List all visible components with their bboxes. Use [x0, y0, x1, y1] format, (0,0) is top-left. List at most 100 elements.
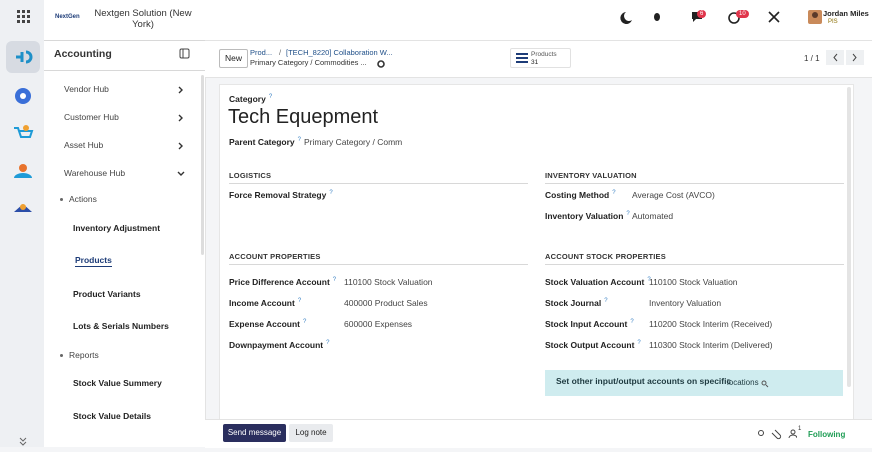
label-text: Costing Method [545, 189, 610, 200]
field-label: Price Difference Account? [229, 277, 336, 288]
accounting-icon[interactable] [16, 50, 33, 64]
scrollbar [847, 87, 851, 387]
section-header: ACCOUNT STOCK PROPERTIES [545, 252, 666, 261]
help-mark[interactable]: ? [268, 94, 273, 100]
label-text: Stock Journal [545, 297, 602, 308]
scrollbar [201, 75, 204, 255]
section-divider [229, 264, 528, 265]
user-name[interactable]: Jordan Miles [823, 9, 869, 18]
parent-label: Parent Category? [229, 137, 301, 148]
help-mark[interactable]: ? [332, 277, 337, 283]
breadcrumb-current: [TECH_8220] Collaboration W... [286, 48, 393, 57]
followers-count: 1 [798, 426, 802, 432]
label-text: Price Difference Account [229, 276, 330, 287]
field-label: Expense Account? [229, 319, 306, 330]
section-header: ACCOUNT PROPERTIES [229, 252, 321, 261]
help-mark[interactable]: ? [637, 340, 641, 346]
field-value: Automated [632, 211, 674, 221]
following-button[interactable]: Following [808, 430, 846, 439]
app-title: Accounting [54, 48, 112, 60]
menu-section: Reports [69, 350, 99, 360]
stat-value: 31 [531, 59, 539, 66]
field-value: 110100 Stock Valuation [344, 277, 433, 287]
expand-icon[interactable] [19, 437, 27, 446]
log-note-button[interactable]: Log note [289, 424, 333, 442]
search-icon[interactable] [761, 380, 769, 388]
menu-item-active[interactable]: Products [75, 255, 112, 267]
help-mark[interactable]: ? [303, 319, 307, 325]
help-mark[interactable]: ? [612, 190, 616, 196]
cart-icon-dot [23, 125, 29, 131]
menu-item[interactable]: Warehouse Hub [64, 168, 126, 178]
menu-section: Actions [69, 194, 97, 204]
topbar-icons [620, 10, 822, 24]
help-mark[interactable]: ? [297, 298, 302, 304]
debug-icon[interactable] [654, 13, 660, 21]
avatar-head [812, 12, 818, 18]
menu-item[interactable]: Inventory Adjustment [73, 223, 161, 233]
label-text: Category [229, 93, 266, 104]
field-value: Average Cost (AVCO) [632, 190, 715, 200]
help-mark[interactable]: ? [647, 277, 651, 283]
theme-icon[interactable] [620, 12, 632, 24]
list-icon [516, 53, 528, 63]
help-mark[interactable]: ? [329, 190, 333, 196]
chevron[interactable] [177, 142, 185, 150]
menu-item[interactable]: Vendor Hub [64, 84, 109, 94]
chatter-bar: Send message Log note 1 Following [205, 419, 872, 448]
chevron[interactable] [177, 86, 185, 94]
menu-item[interactable]: Asset Hub [64, 140, 104, 150]
field-label: Stock Valuation Account? [545, 277, 651, 288]
section-divider [545, 183, 844, 184]
sidebar: NextGen Nextgen Solution (New York) Acco… [44, 0, 206, 447]
bullet [60, 198, 63, 201]
send-message-button[interactable]: Send message [223, 424, 286, 442]
label-text: Stock Input Account [545, 318, 628, 329]
field-label: Stock Output Account? [545, 340, 641, 351]
label-text: Inventory Valuation [545, 210, 624, 221]
apps-grid-icon[interactable] [17, 10, 30, 23]
menu-item[interactable]: Stock Value Summery [73, 378, 162, 388]
search-icon[interactable] [758, 430, 764, 436]
label-text: Parent Category [229, 136, 295, 147]
help-mark[interactable]: ? [626, 211, 630, 217]
menu-item[interactable]: Customer Hub [64, 112, 119, 122]
menu-item[interactable]: Lots & Serials Numbers [73, 321, 169, 331]
products-stat-button[interactable] [510, 48, 571, 68]
menu-item[interactable]: Stock Value Details [73, 411, 151, 421]
settings-icon[interactable] [377, 60, 385, 68]
help-mark[interactable]: ? [630, 319, 634, 325]
label-text: Force Removal Strategy [229, 189, 327, 200]
logo: NextGen [55, 14, 80, 20]
field-value: Inventory Valuation [649, 298, 722, 308]
label-text: Income Account [229, 297, 295, 308]
cart-icon[interactable] [14, 127, 34, 138]
help-mark[interactable]: ? [297, 137, 302, 143]
new-button[interactable]: New [219, 49, 248, 68]
chevron[interactable] [177, 170, 185, 178]
sidebar-toggle[interactable] [179, 48, 191, 60]
label-text: Expense Account [229, 318, 301, 329]
divider [44, 70, 205, 71]
breadcrumb-parent[interactable]: Prod... [250, 48, 273, 57]
parent-value: Primary Category / Comm [304, 137, 403, 147]
person-icon-head[interactable] [19, 164, 27, 172]
follower-icon[interactable] [790, 429, 796, 435]
app-icon-inner [20, 93, 26, 99]
company-name: Nextgen Solution (New York) [94, 8, 192, 30]
activity-icon[interactable] [728, 12, 740, 24]
tools-icon[interactable] [768, 11, 780, 23]
attach-icon[interactable] [771, 429, 782, 440]
help-mark[interactable]: ? [326, 340, 330, 346]
help-mark[interactable]: ? [604, 298, 608, 304]
topbar: 6 10 Jordan Miles PIS [205, 0, 872, 41]
field-label: Costing Method? [545, 190, 616, 201]
field-label: Stock Input Account? [545, 319, 634, 330]
follower-icon-body [788, 434, 797, 439]
field-label: Force Removal Strategy? [229, 190, 333, 201]
breadcrumb-sep: / [279, 48, 282, 57]
pager-arrows[interactable] [826, 50, 866, 66]
menu-item[interactable]: Product Variants [73, 289, 141, 299]
info-link[interactable]: locations [727, 378, 759, 387]
chevron[interactable] [177, 114, 185, 122]
